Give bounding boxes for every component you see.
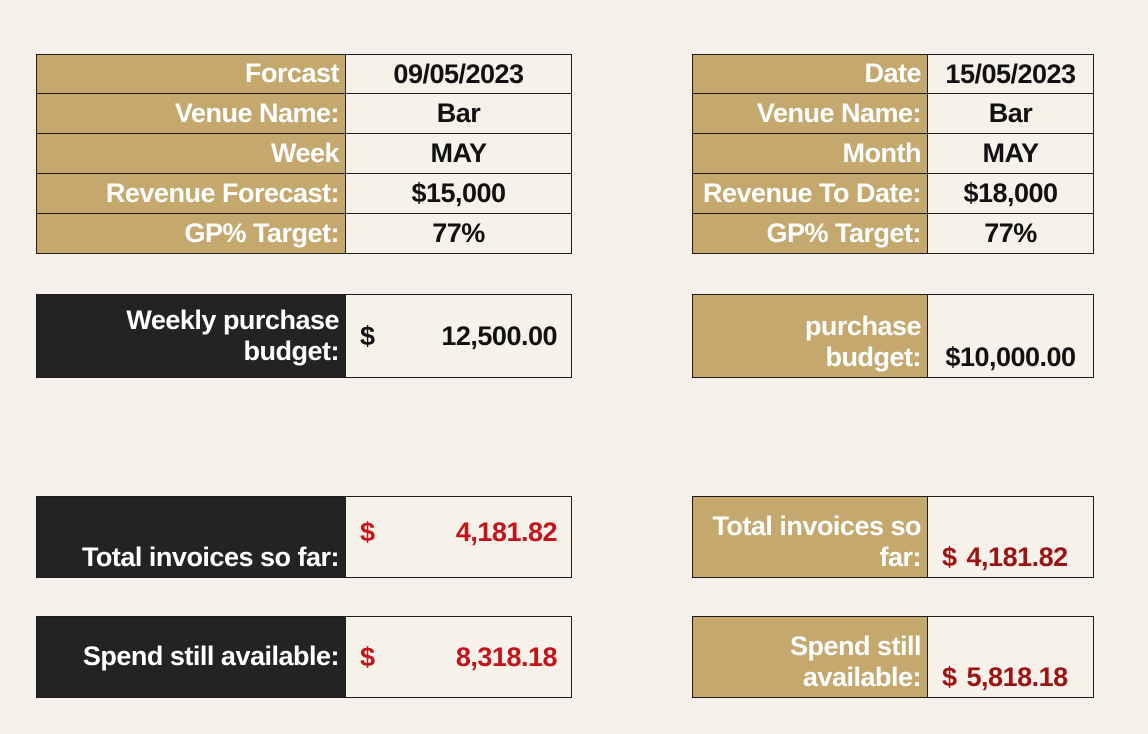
revenue-to-date-label: Revenue To Date: (692, 174, 928, 214)
table-row: GP% Target: 77% (692, 214, 1094, 254)
currency-symbol: $ (360, 517, 375, 547)
table-row: Date 15/05/2023 (692, 54, 1094, 94)
gp-target-cell[interactable]: 77% (928, 214, 1094, 254)
table-row: Week MAY (36, 134, 572, 174)
budget-label-line2: budget: (243, 336, 340, 366)
weekly-purchase-budget-label: Weekly purchase budget: (36, 294, 346, 378)
currency-symbol: $ (360, 641, 375, 672)
spend-available-label: Spend still available: (36, 616, 346, 698)
invoices-amount: 4,181.82 (966, 542, 1069, 572)
invoices-label-line2: far: (879, 541, 921, 572)
budget-label-line2: budget: (825, 341, 922, 372)
right-invoices-box: Total invoices so far: $ 4,181.82 (692, 496, 1094, 578)
venue-name-cell[interactable]: Bar (346, 94, 572, 134)
table-row: Total invoices so far: $ 4,181.82 (36, 496, 572, 578)
gp-target-label: GP% Target: (36, 214, 346, 254)
revenue-forecast-label: Revenue Forecast: (36, 174, 346, 214)
right-info-table: Date 15/05/2023 Venue Name: Bar Month MA… (692, 54, 1094, 254)
forecast-date-cell[interactable]: 09/05/2023 (346, 54, 572, 94)
left-info-table: Forcast 09/05/2023 Venue Name: Bar Week … (36, 54, 572, 254)
weekly-budget-cell[interactable]: $ 12,500.00 (346, 294, 572, 378)
gp-target-cell[interactable]: 77% (346, 214, 572, 254)
total-invoices-label: Total invoices so far: (36, 496, 346, 578)
gp-target-label: GP% Target: (692, 214, 928, 254)
month-cell[interactable]: MAY (928, 134, 1094, 174)
total-invoices-cell[interactable]: $ 4,181.82 (346, 496, 572, 578)
date-label: Date (692, 54, 928, 94)
month-label: Month (692, 134, 928, 174)
table-row: Total invoices so far: $ 4,181.82 (692, 496, 1094, 578)
table-row: GP% Target: 77% (36, 214, 572, 254)
currency-symbol: $ (942, 662, 957, 692)
purchase-budget-label: purchase budget: (692, 294, 928, 378)
invoices-label-line1: Total invoices so (712, 510, 921, 541)
week-cell[interactable]: MAY (346, 134, 572, 174)
table-row: Month MAY (692, 134, 1094, 174)
table-row: Forcast 09/05/2023 (36, 54, 572, 94)
currency-symbol: $ (360, 320, 375, 351)
budget-label-line1: Weekly purchase (126, 304, 339, 335)
table-row: Spend still available: $ 8,318.18 (36, 616, 572, 698)
budget-label-line1: purchase (804, 310, 922, 341)
invoices-amount: 4,181.82 (455, 517, 558, 547)
revenue-forecast-cell[interactable]: $15,000 (346, 174, 572, 214)
spend-amount: 5,818.18 (966, 662, 1069, 692)
spend-label-line2: available: (802, 661, 922, 692)
spend-available-cell[interactable]: $ 8,318.18 (346, 616, 572, 698)
table-row: Revenue Forecast: $15,000 (36, 174, 572, 214)
left-budget-box: Weekly purchase budget: $ 12,500.00 (36, 294, 572, 378)
forecast-label: Forcast (36, 54, 346, 94)
left-invoices-box: Total invoices so far: $ 4,181.82 (36, 496, 572, 578)
table-row: Spend still available: $ 5,818.18 (692, 616, 1094, 698)
week-label: Week (36, 134, 346, 174)
budget-amount: $10,000.00 (945, 342, 1076, 372)
venue-name-label: Venue Name: (36, 94, 346, 134)
revenue-to-date-cell[interactable]: $18,000 (928, 174, 1094, 214)
table-row: Revenue To Date: $18,000 (692, 174, 1094, 214)
spend-label-line1: Spend still (789, 630, 922, 661)
left-spend-box: Spend still available: $ 8,318.18 (36, 616, 572, 698)
spend-available-label: Spend still available: (692, 616, 928, 698)
venue-name-cell[interactable]: Bar (928, 94, 1094, 134)
table-row: purchase budget: $10,000.00 (692, 294, 1094, 378)
venue-name-label: Venue Name: (692, 94, 928, 134)
table-row: Weekly purchase budget: $ 12,500.00 (36, 294, 572, 378)
budget-amount: 12,500.00 (441, 320, 557, 351)
date-cell[interactable]: 15/05/2023 (928, 54, 1094, 94)
table-row: Venue Name: Bar (36, 94, 572, 134)
right-budget-box: purchase budget: $10,000.00 (692, 294, 1094, 378)
spend-available-cell[interactable]: $ 5,818.18 (928, 616, 1094, 698)
currency-symbol: $ (942, 542, 957, 572)
total-invoices-cell[interactable]: $ 4,181.82 (928, 496, 1094, 578)
right-spend-box: Spend still available: $ 5,818.18 (692, 616, 1094, 698)
spend-amount: 8,318.18 (455, 641, 558, 672)
total-invoices-label: Total invoices so far: (692, 496, 928, 578)
purchase-budget-cell[interactable]: $10,000.00 (928, 294, 1094, 378)
table-row: Venue Name: Bar (692, 94, 1094, 134)
